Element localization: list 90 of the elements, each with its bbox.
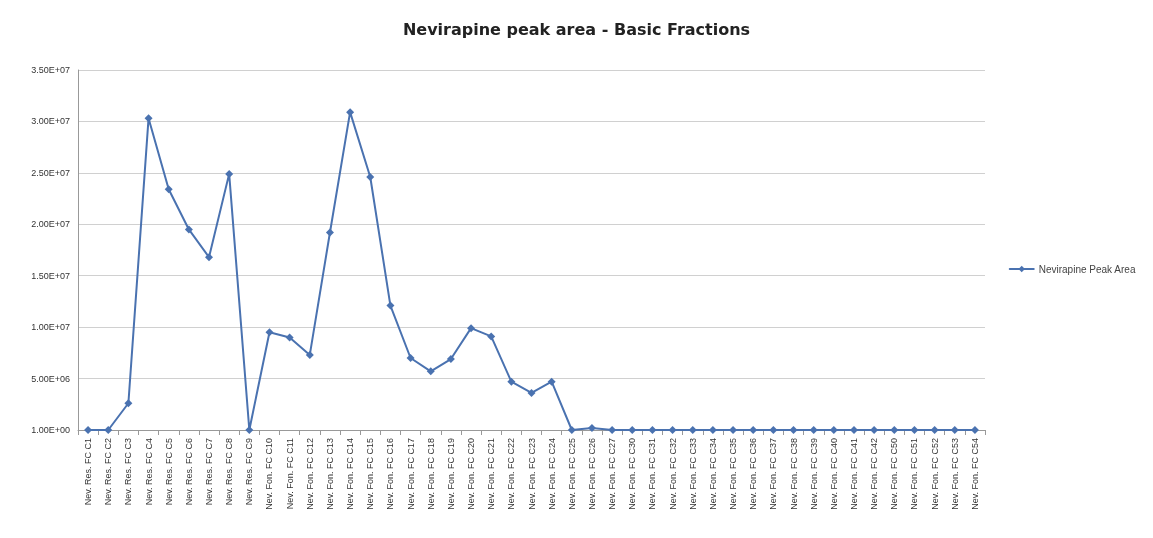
point — [587, 423, 596, 432]
point — [144, 114, 153, 123]
x-tick-label: Nev. Res. FC C4 — [143, 438, 154, 506]
x-tick-label: Nev. Fon. FC C11 — [284, 438, 295, 510]
x-tick-label: Nev. Res. FC C8 — [224, 438, 235, 506]
y-tick-label: 3.00E+07 — [31, 116, 70, 127]
y-tick-label: 3.50E+07 — [31, 65, 70, 75]
x-tick-label: Nev. Fon. FC C34 — [707, 438, 718, 510]
y-tick-label: 1.00E+00 — [31, 425, 70, 435]
y-tick-label: 2.00E+07 — [31, 219, 70, 230]
point — [205, 253, 214, 262]
x-tick-label: Nev. Fon. FC C25 — [566, 438, 577, 510]
x-tick-label: Nev. Res. FC C7 — [204, 438, 215, 506]
point — [688, 426, 697, 434]
point — [325, 228, 334, 237]
x-tick-label: Nev. Res. FC C3 — [123, 438, 134, 506]
point — [305, 350, 314, 359]
x-tick-label: Nev. Fon. FC C31 — [647, 438, 658, 510]
x-tick-label: Nev. Fon. FC C23 — [526, 438, 537, 510]
x-tick-label: Nev. Fon. FC C38 — [788, 438, 799, 510]
point — [104, 426, 113, 434]
point — [527, 388, 536, 397]
point — [567, 426, 576, 434]
point — [648, 426, 657, 434]
x-tick-label: Nev. Fon. FC C21 — [486, 438, 497, 510]
x-tick-label: Nev. Fon. FC C54 — [969, 438, 980, 510]
x-tick-label: Nev. Fon. FC C53 — [949, 438, 960, 510]
point — [547, 377, 556, 386]
x-tick-label: Nev. Fon. FC C51 — [909, 438, 920, 510]
point — [265, 328, 274, 337]
point — [930, 426, 939, 434]
x-tick-label: Nev. Fon. FC C13 — [324, 438, 335, 510]
x-tick-label: Nev. Fon. FC C27 — [607, 438, 618, 510]
chart-title: Nevirapine peak area - Basic Fractions — [402, 19, 751, 39]
y-tick-label: 5.00E+06 — [31, 373, 70, 384]
point — [950, 426, 959, 434]
point — [285, 333, 294, 342]
y-tick-label: 2.50E+07 — [31, 167, 70, 178]
y-tick-label: 1.00E+07 — [31, 322, 70, 333]
x-tick-label: Nev. Res. FC C9 — [244, 438, 255, 506]
point — [426, 367, 435, 376]
x-tick-label: Nev. Fon. FC C50 — [889, 438, 900, 510]
point — [225, 169, 234, 178]
point — [487, 332, 496, 341]
x-tick-label: Nev. Fon. FC C24 — [546, 438, 557, 510]
x-tick-label: Nev. Fon. FC C19 — [445, 438, 456, 510]
x-tick-label: Nev. Fon. FC C40 — [828, 438, 839, 510]
x-tick-label: Nev. Fon. FC C18 — [425, 438, 436, 510]
point — [164, 185, 173, 194]
x-tick-label: Nev. Fon. FC C16 — [385, 438, 396, 510]
x-tick-label: Nev. Fon. FC C10 — [264, 438, 275, 510]
legend-label: Nevirapine Peak Area — [1038, 263, 1136, 275]
x-tick-label: Nev. Res. FC C1 — [83, 438, 94, 506]
point — [245, 426, 254, 434]
x-tick-label: Nev. Fon. FC C52 — [929, 438, 940, 510]
point — [406, 354, 415, 362]
point — [184, 225, 193, 234]
x-tick-label: Nev. Fon. FC C35 — [728, 438, 739, 510]
x-tick-label: Nev. Fon. FC C14 — [345, 438, 356, 510]
point — [910, 426, 919, 434]
point — [890, 426, 899, 434]
point — [446, 355, 455, 364]
x-tick-label: Nev. Fon. FC C15 — [365, 438, 376, 510]
x-tick-label: Nev. Fon. FC C42 — [869, 438, 880, 510]
point — [386, 301, 395, 310]
x-tick-label: Nev. Fon. FC C33 — [687, 438, 698, 510]
x-tick-label: Nev. Fon. FC C39 — [808, 438, 819, 510]
point — [789, 426, 798, 434]
x-tick-label: Nev. Fon. FC C32 — [667, 438, 678, 510]
x-tick-label: Nev. Fon. FC C17 — [405, 438, 416, 510]
point — [507, 377, 516, 386]
x-tick-label: Nev. Fon. FC C12 — [304, 438, 315, 510]
x-tick-label: Nev. Fon. FC C22 — [506, 438, 517, 510]
point — [366, 172, 375, 181]
x-tick-label: Nev. Fon. FC C41 — [848, 438, 859, 510]
y-tick-label: 1.50E+07 — [31, 270, 70, 281]
point — [809, 426, 818, 434]
x-tick-label: Nev. Fon. FC C26 — [586, 438, 597, 510]
x-tick-label: Nev. Res. FC C5 — [163, 438, 174, 506]
point — [668, 426, 677, 434]
x-tick-label: Nev. Fon. FC C20 — [466, 438, 477, 510]
point — [628, 426, 637, 434]
x-tick-label: Nev. Fon. FC C36 — [748, 438, 759, 510]
point — [769, 426, 778, 434]
x-tick-label: Nev. Fon. FC C37 — [768, 438, 779, 510]
x-tick-label: Nev. Fon. FC C30 — [627, 438, 638, 510]
x-tick-label: Nev. Res. FC C2 — [103, 438, 114, 506]
point — [467, 324, 476, 333]
x-tick-label: Nev. Res. FC C6 — [183, 438, 194, 506]
point — [124, 399, 133, 408]
